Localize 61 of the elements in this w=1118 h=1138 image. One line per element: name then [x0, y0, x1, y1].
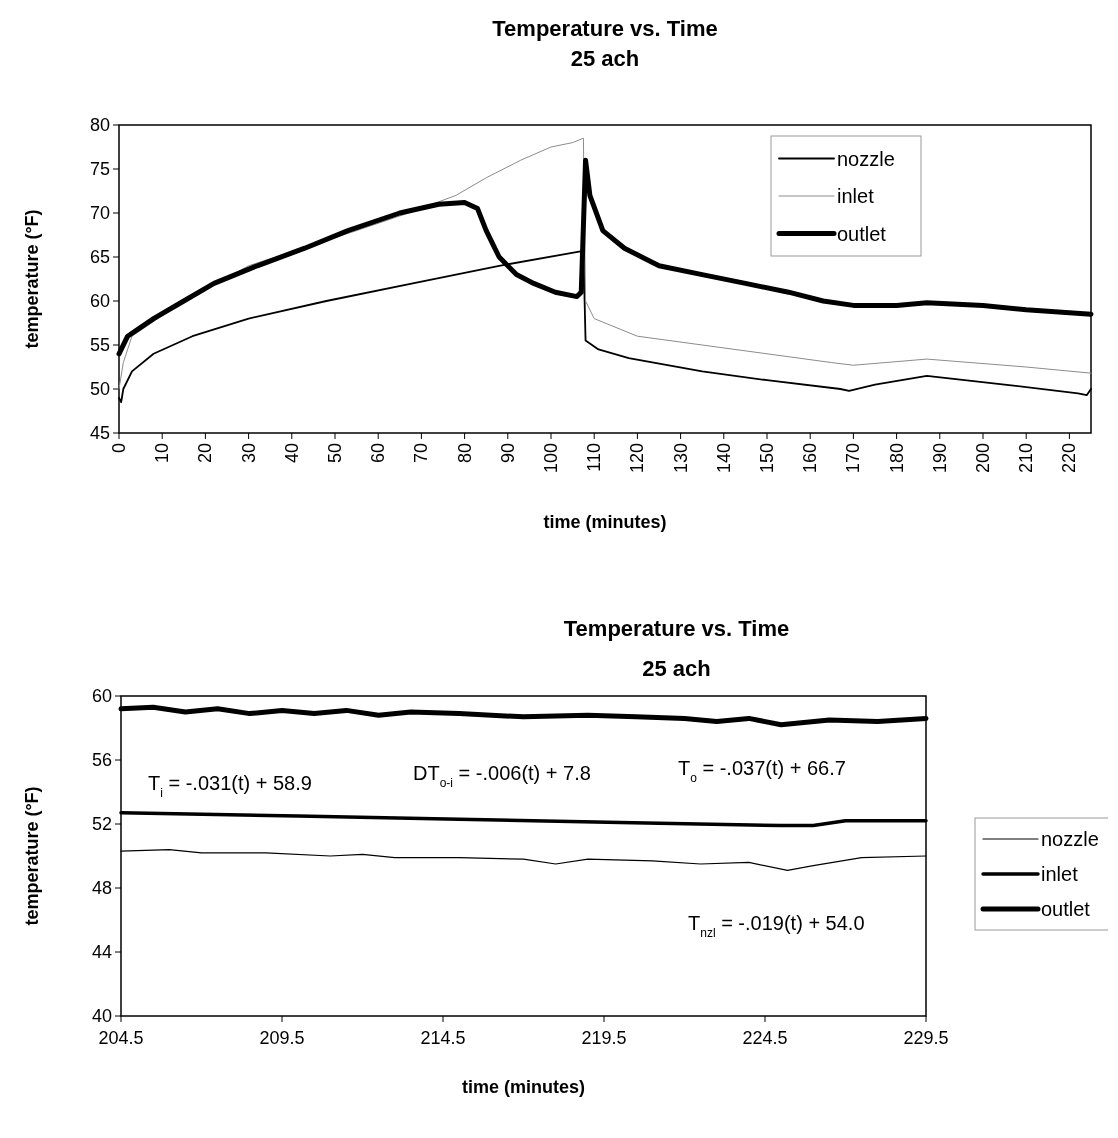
- x-tick-label: 110: [584, 443, 605, 472]
- y-tick-label: 60: [91, 686, 112, 706]
- x-tick-label: 120: [627, 443, 648, 474]
- x-tick-label: 190: [929, 443, 950, 474]
- x-tick-label: 219.5: [581, 1028, 627, 1048]
- x-tick-label: 70: [411, 443, 432, 464]
- legend-label: outlet: [1041, 898, 1091, 920]
- x-tick-label: 160: [800, 443, 821, 474]
- x-tick-label: 0: [109, 443, 129, 454]
- x-tick-label: 180: [886, 443, 907, 474]
- y-tick-label: 65: [89, 247, 110, 267]
- x-tick-label: 209.5: [259, 1028, 305, 1048]
- x-axis-title: time (minutes): [543, 512, 667, 532]
- y-tick-label: 75: [89, 159, 110, 179]
- y-tick-label: 44: [91, 942, 112, 962]
- y-tick-label: 45: [89, 423, 110, 443]
- x-tick-label: 140: [713, 443, 734, 474]
- y-tick-label: 56: [91, 750, 112, 770]
- chart-title: Temperature vs. Time: [492, 16, 718, 41]
- x-tick-label: 229.5: [903, 1028, 949, 1048]
- x-tick-label: 20: [195, 443, 216, 464]
- x-tick-label: 150: [757, 443, 777, 474]
- y-tick-label: 40: [91, 1006, 112, 1026]
- x-tick-label: 90: [497, 443, 518, 464]
- annotation: T$_{i}$ = -.031(t) + 58.9: [148, 772, 312, 800]
- x-tick-label: 224.5: [742, 1028, 788, 1048]
- x-tick-label: 210: [1016, 443, 1037, 474]
- x-tick-label: 170: [843, 443, 864, 474]
- x-tick-label: 130: [670, 443, 691, 474]
- legend-label: inlet: [837, 185, 875, 207]
- legend-label: nozzle: [837, 147, 895, 170]
- legend-label: outlet: [837, 222, 887, 245]
- chart-title: Temperature vs. Time: [563, 616, 790, 641]
- annotation: T$_{o}$ = -.037(t) + 66.7: [678, 757, 846, 785]
- x-axis-title: time (minutes): [461, 1077, 586, 1097]
- y-tick-label: 52: [91, 814, 112, 834]
- y-tick-label: 55: [89, 335, 110, 355]
- x-tick-label: 10: [152, 443, 173, 464]
- chart-subtitle: 25 ach: [642, 656, 711, 681]
- legend-label: inlet: [1041, 863, 1079, 885]
- x-tick-label: 40: [281, 443, 302, 464]
- annotation: DT$_{o-i}$ = -.006(t) + 7.8: [413, 762, 591, 790]
- x-tick-label: 100: [541, 443, 561, 474]
- x-tick-label: 204.5: [98, 1028, 144, 1048]
- y-tick-label: 48: [91, 878, 112, 898]
- x-tick-label: 214.5: [420, 1028, 466, 1048]
- x-tick-label: 200: [973, 443, 993, 474]
- y-axis-title: temperature (°F): [22, 209, 42, 349]
- y-axis-title: temperature (°F): [22, 786, 42, 926]
- y-tick-label: 50: [89, 379, 110, 399]
- x-tick-label: 50: [325, 443, 345, 464]
- x-tick-label: 30: [238, 443, 259, 464]
- y-tick-label: 60: [89, 291, 110, 311]
- x-tick-label: 60: [368, 443, 389, 464]
- annotation: T$_{nzl}$ = -.019(t) + 54.0: [688, 912, 865, 940]
- chart-subtitle: 25 ach: [570, 46, 640, 71]
- legend-label: nozzle: [1041, 828, 1099, 850]
- x-tick-label: 220: [1059, 443, 1080, 474]
- x-tick-label: 80: [454, 443, 475, 464]
- y-tick-label: 80: [89, 115, 110, 135]
- y-tick-label: 70: [89, 203, 110, 223]
